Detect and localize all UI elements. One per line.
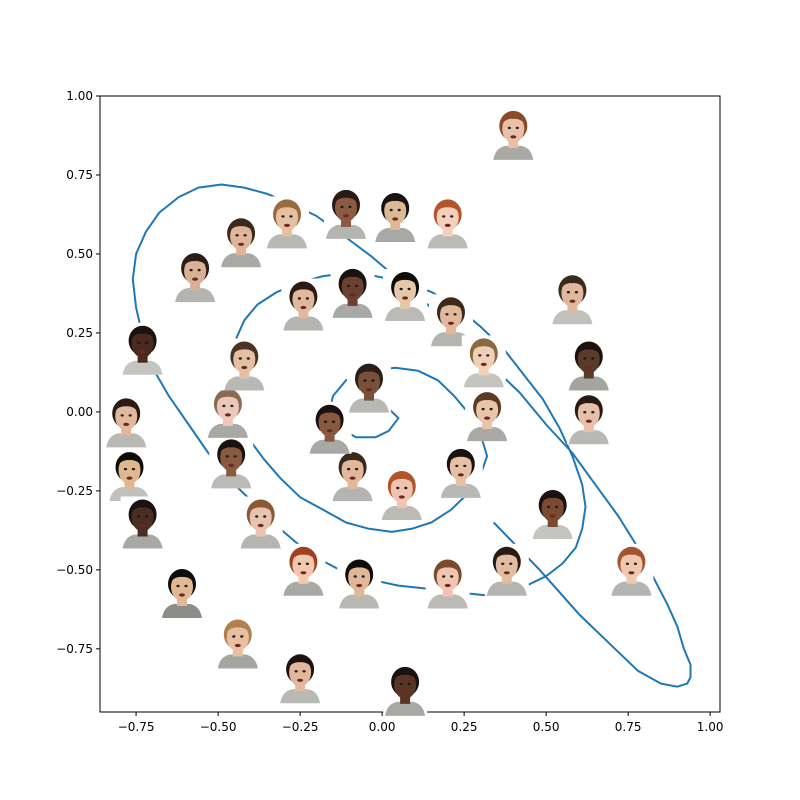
face-thumbnail (609, 543, 654, 596)
y-tick-label: 0.75 (66, 168, 93, 182)
x-tick-label: −0.50 (200, 720, 237, 734)
series-layer (131, 183, 692, 688)
face-thumbnail (484, 543, 529, 596)
face-thumbnail (461, 335, 506, 388)
face-thumbnail (566, 338, 611, 391)
face-thumbnail (330, 265, 375, 318)
face-thumbnail (379, 468, 424, 520)
x-tick-label: 1.00 (697, 720, 724, 734)
face-thumbnail (491, 107, 536, 160)
face-thumbnail (429, 294, 473, 347)
face-thumbnail (566, 392, 611, 445)
face-thumbnail (337, 556, 382, 609)
face-thumbnail (425, 196, 470, 249)
x-tick-label: 0.75 (615, 720, 642, 734)
x-tick-label: 0.50 (533, 720, 560, 734)
face-thumbnail (173, 250, 218, 303)
face-thumbnail (265, 196, 309, 249)
face-thumbnail (383, 663, 428, 716)
spiral-line (131, 183, 692, 688)
face-thumbnail (104, 395, 149, 448)
face-thumbnail (281, 543, 326, 596)
x-tick-label: −0.25 (282, 720, 319, 734)
face-thumbnail (347, 360, 391, 413)
x-axis: −0.75 −0.50 −0.25 0.00 0.25 0.50 0.75 1.00 (118, 712, 724, 734)
face-thumbnail (222, 338, 267, 391)
face-thumbnail (373, 190, 418, 242)
y-tick-label: −0.25 (56, 484, 93, 498)
face-thumbnail (530, 487, 575, 539)
face-thumbnail (438, 445, 483, 498)
y-tick-label: −0.75 (56, 642, 93, 656)
faces-layer (104, 107, 654, 716)
face-thumbnail (205, 385, 250, 438)
face-thumbnail (160, 566, 204, 618)
face-thumbnail (120, 322, 165, 375)
face-thumbnail (278, 651, 323, 704)
face-thumbnail (120, 496, 165, 549)
face-thumbnail (215, 616, 260, 669)
y-tick-label: 0.00 (66, 405, 93, 419)
y-tick-label: 0.50 (66, 247, 93, 261)
face-thumbnail (324, 186, 368, 239)
face-thumbnail (550, 272, 595, 325)
face-thumbnail (281, 278, 326, 331)
y-tick-label: −0.50 (56, 563, 93, 577)
x-tick-label: −0.75 (118, 720, 155, 734)
face-thumbnail (238, 496, 283, 549)
y-tick-label: 0.25 (66, 326, 93, 340)
face-thumbnail (107, 449, 152, 502)
y-axis: −0.75 −0.50 −0.25 0.00 0.25 0.50 0.75 1.00 (56, 89, 100, 656)
face-thumbnail (330, 449, 375, 502)
x-tick-label: 0.25 (451, 720, 478, 734)
face-thumbnail (209, 436, 254, 489)
face-thumbnail (465, 389, 510, 442)
face-thumbnail (383, 269, 428, 321)
face-thumbnail (219, 215, 264, 268)
y-tick-label: 1.00 (66, 89, 93, 103)
plot-frame (99, 95, 721, 713)
x-tick-label: 0.00 (369, 720, 396, 734)
face-thumbnail (307, 401, 352, 454)
face-thumbnail (425, 556, 470, 609)
